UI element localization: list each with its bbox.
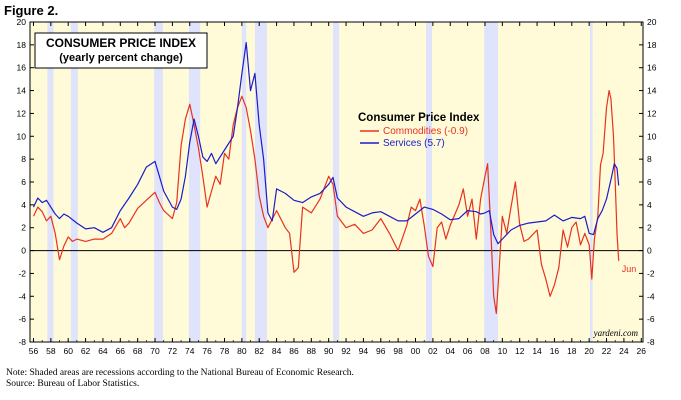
y-tick-label-right: -8 <box>647 337 655 347</box>
recession-band <box>241 22 247 342</box>
y-tick-label-left: 12 <box>17 108 27 118</box>
x-tick-label: 00 <box>411 346 421 356</box>
x-tick-label: 12 <box>515 346 525 356</box>
x-tick-label: 62 <box>81 346 91 356</box>
chart-notes: Note: Shaded areas are recessions accord… <box>6 368 354 390</box>
recession-band <box>484 22 498 342</box>
recession-band <box>333 22 340 342</box>
y-tick-label-left: 0 <box>21 246 26 256</box>
y-tick-label-left: 2 <box>21 223 26 233</box>
x-tick-label: 56 <box>29 346 39 356</box>
x-tick-label: 14 <box>532 346 542 356</box>
x-tick-label: 10 <box>498 346 508 356</box>
x-tick-label: 20 <box>584 346 594 356</box>
y-tick-label-left: 14 <box>17 86 27 96</box>
x-tick-label: 74 <box>185 346 195 356</box>
y-tick-label-right: 10 <box>647 131 657 141</box>
x-tick-label: 08 <box>480 346 490 356</box>
title-box <box>34 32 208 69</box>
legend-entry: Commodities (-0.9) <box>383 126 468 137</box>
plot-frame <box>29 21 644 343</box>
x-tick-label: 70 <box>150 346 160 356</box>
y-tick-label-right: 18 <box>647 40 657 50</box>
legend-title: Consumer Price Index <box>358 112 480 124</box>
y-tick-label-left: -4 <box>18 291 26 301</box>
x-tick-label: 98 <box>393 346 403 356</box>
recession-band <box>590 22 593 342</box>
y-tick-label-right: -6 <box>647 314 655 324</box>
x-tick-label: 18 <box>567 346 577 356</box>
watermark: yardeni.com <box>593 328 639 338</box>
y-tick-label-right: 12 <box>647 108 657 118</box>
recession-band <box>254 22 268 342</box>
x-tick-label: 92 <box>341 346 351 356</box>
legend-entry: Services (5.7) <box>383 138 445 149</box>
x-tick-label: 82 <box>254 346 264 356</box>
y-tick-label-right: 16 <box>647 63 657 73</box>
recession-band <box>425 22 433 342</box>
x-tick-label: 88 <box>307 346 317 356</box>
x-tick-label: 86 <box>289 346 299 356</box>
y-tick-label-left: -6 <box>18 314 26 324</box>
x-tick-label: 72 <box>168 346 178 356</box>
x-tick-label: 66 <box>116 346 126 356</box>
x-tick-label: 04 <box>446 346 456 356</box>
y-tick-label-right: 20 <box>647 17 657 27</box>
y-tick-label-right: 2 <box>647 223 652 233</box>
y-tick-label-left: -8 <box>18 337 26 347</box>
y-tick-label-right: 0 <box>647 246 652 256</box>
y-tick-label-right: -2 <box>647 268 655 278</box>
commodities-line <box>32 90 620 314</box>
recession-band <box>154 22 163 342</box>
recession-band <box>70 22 78 342</box>
y-tick-label-right: 8 <box>647 154 652 164</box>
x-tick-label: 94 <box>359 346 369 356</box>
recession-band <box>188 22 201 342</box>
y-tick-label-left: 4 <box>21 200 26 210</box>
x-tick-label: 84 <box>272 346 282 356</box>
x-tick-label: 06 <box>463 346 473 356</box>
services-line <box>32 42 620 245</box>
x-tick-label: 24 <box>619 346 629 356</box>
y-tick-label-right: 14 <box>647 86 657 96</box>
source-note: Source: Bureau of Labor Statistics. <box>6 379 140 389</box>
x-tick-label: 22 <box>602 346 612 356</box>
x-tick-label: 90 <box>324 346 334 356</box>
x-tick-label: 02 <box>428 346 438 356</box>
y-tick-label-left: 10 <box>17 131 27 141</box>
x-tick-label: 60 <box>63 346 73 356</box>
x-tick-label: 80 <box>237 346 247 356</box>
y-tick-label-right: 4 <box>647 200 652 210</box>
figure-label: Figure 2. <box>4 3 59 18</box>
y-tick-label-right: 6 <box>647 177 652 187</box>
chart-subtitle: (yearly percent change) <box>59 52 183 64</box>
y-tick-label-right: -4 <box>647 291 655 301</box>
y-tick-label-left: 20 <box>17 17 27 27</box>
recession-note: Note: Shaded areas are recessions accord… <box>6 368 354 378</box>
end-label: Jun <box>622 264 637 274</box>
chart-title: CONSUMER PRICE INDEX <box>46 36 196 50</box>
y-tick-label-left: 18 <box>17 40 27 50</box>
x-tick-label: 26 <box>637 346 647 356</box>
x-tick-label: 64 <box>98 346 108 356</box>
recession-band <box>47 22 54 342</box>
y-tick-label-left: 8 <box>21 154 26 164</box>
x-tick-label: 58 <box>46 346 56 356</box>
x-tick-label: 68 <box>133 346 143 356</box>
x-tick-label: 78 <box>220 346 230 356</box>
x-tick-label: 76 <box>202 346 212 356</box>
x-tick-label: 16 <box>550 346 560 356</box>
y-tick-label-left: 6 <box>21 177 26 187</box>
y-tick-label-left: -2 <box>18 268 26 278</box>
y-tick-label-left: 16 <box>17 63 27 73</box>
x-tick-label: 96 <box>376 346 386 356</box>
